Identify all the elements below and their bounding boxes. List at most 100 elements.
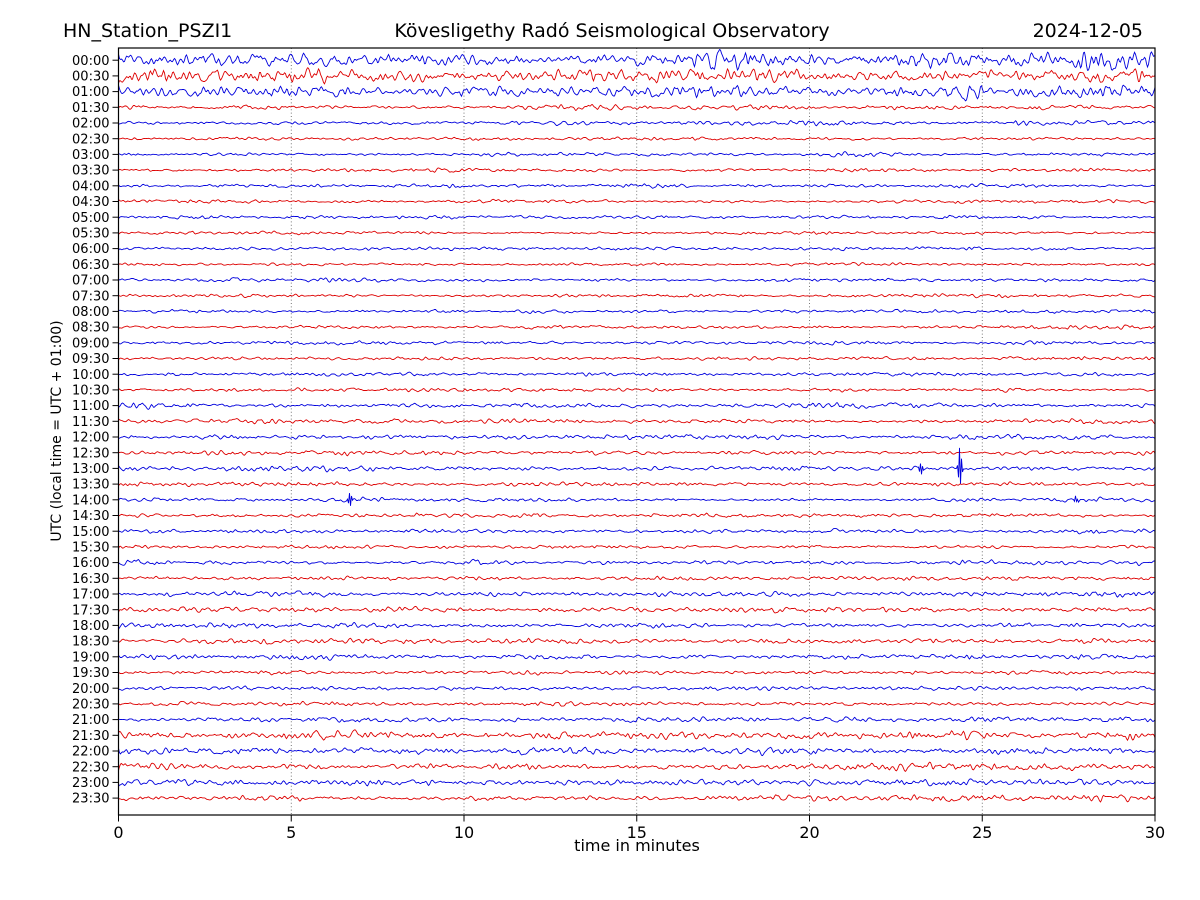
trace-row-2200 [118, 746, 1155, 757]
row-label: 21:30 [72, 729, 109, 744]
trace-row-1500 [118, 527, 1155, 535]
row-label: 05:00 [72, 211, 109, 226]
trace-row-2100 [118, 716, 1155, 723]
row-label: 12:00 [72, 431, 109, 446]
row-label: 21:00 [72, 713, 109, 728]
row-label: 11:00 [72, 399, 109, 414]
x-tick-label: 10 [454, 823, 474, 842]
row-label: 03:00 [72, 148, 109, 163]
row-label: 08:30 [72, 321, 109, 336]
row-label: 20:30 [72, 697, 109, 712]
row-label: 12:30 [72, 446, 109, 461]
trace-row-2030 [118, 700, 1155, 707]
row-label: 10:30 [72, 383, 109, 398]
row-label: 13:30 [72, 478, 109, 493]
trace-row-1900 [118, 653, 1155, 661]
row-label: 16:00 [72, 556, 109, 571]
row-label: 17:30 [72, 603, 109, 618]
row-label: 00:30 [72, 69, 109, 84]
row-label: 02:30 [72, 132, 109, 147]
row-label: 08:00 [72, 305, 109, 320]
row-label: 23:00 [72, 776, 109, 791]
row-label: 11:30 [72, 415, 109, 430]
trace-row-0130 [118, 104, 1155, 111]
trace-row-1630 [118, 575, 1155, 581]
trace-row-1000 [118, 371, 1155, 377]
trace-row-1930 [118, 669, 1155, 676]
trace-row-1300 [118, 447, 1155, 485]
row-label: 22:00 [72, 745, 109, 760]
row-label: 01:00 [72, 85, 109, 100]
trace-row-0700 [118, 277, 1155, 283]
row-label: 22:30 [72, 760, 109, 775]
row-label: 07:00 [72, 274, 109, 289]
trace-row-1100 [118, 402, 1155, 410]
trace-row-0530 [118, 230, 1155, 236]
row-label: 16:30 [72, 572, 109, 587]
date-title: 2024-12-05 [1032, 20, 1143, 42]
trace-row-1800 [118, 621, 1155, 630]
trace-row-0730 [118, 293, 1155, 299]
trace-row-0830 [118, 324, 1155, 330]
row-label: 10:00 [72, 368, 109, 383]
row-label: 07:30 [72, 289, 109, 304]
trace-row-0400 [118, 182, 1155, 189]
trace-row-1830 [118, 637, 1155, 645]
trace-row-0630 [118, 262, 1155, 267]
row-label: 19:30 [72, 666, 109, 681]
x-axis-label: time in minutes [574, 836, 700, 855]
plot-frame [117, 47, 1156, 816]
trace-row-1330 [118, 481, 1155, 487]
trace-row-2130 [118, 729, 1155, 742]
row-label: 14:00 [72, 493, 109, 508]
trace-row-2000 [118, 685, 1155, 691]
trace-row-2230 [118, 761, 1155, 773]
row-label: 04:00 [72, 179, 109, 194]
row-label: 20:00 [72, 682, 109, 697]
row-label: 02:00 [72, 117, 109, 132]
trace-row-1600 [118, 558, 1155, 566]
row-label: 18:00 [72, 619, 109, 634]
trace-row-0430 [118, 198, 1155, 204]
trace-row-1400 [118, 493, 1155, 506]
row-label: 14:30 [72, 509, 109, 524]
row-label: 19:00 [72, 650, 109, 665]
trace-row-2300 [118, 778, 1155, 787]
trace-row-0230 [118, 136, 1155, 141]
trace-row-1530 [118, 544, 1155, 550]
row-label: 17:00 [72, 588, 109, 603]
trace-row-1200 [118, 433, 1155, 441]
trace-row-1030 [118, 387, 1155, 393]
trace-row-1730 [118, 605, 1155, 614]
row-label: 18:30 [72, 635, 109, 650]
trace-row-0300 [118, 151, 1155, 158]
trace-row-2330 [118, 794, 1155, 803]
trace-row-0200 [118, 119, 1155, 127]
row-label: 15:30 [72, 540, 109, 555]
trace-row-1430 [118, 512, 1155, 518]
trace-row-0000 [118, 49, 1155, 72]
row-label: 03:30 [72, 164, 109, 179]
row-label: 05:30 [72, 226, 109, 241]
y-axis-label: UTC (local time = UTC + 01:00) [49, 320, 65, 542]
row-label: 23:30 [72, 792, 109, 807]
row-label: 13:00 [72, 462, 109, 477]
x-tick-label: 5 [286, 823, 296, 842]
x-tick-label: 15 [627, 823, 647, 842]
row-label: 06:00 [72, 242, 109, 257]
row-label: 01:30 [72, 101, 109, 116]
row-label: 09:30 [72, 352, 109, 367]
trace-row-1130 [118, 418, 1155, 425]
trace-row-0030 [118, 67, 1155, 85]
trace-row-1230 [118, 450, 1155, 457]
row-label: 06:30 [72, 258, 109, 273]
trace-row-0600 [118, 246, 1155, 252]
x-tick-label: 25 [972, 823, 992, 842]
station-title: HN_Station_PSZI1 [63, 20, 233, 42]
trace-row-0100 [118, 84, 1155, 102]
x-tick-label: 20 [799, 823, 819, 842]
trace-row-0500 [118, 214, 1155, 220]
trace-row-0800 [118, 308, 1155, 314]
